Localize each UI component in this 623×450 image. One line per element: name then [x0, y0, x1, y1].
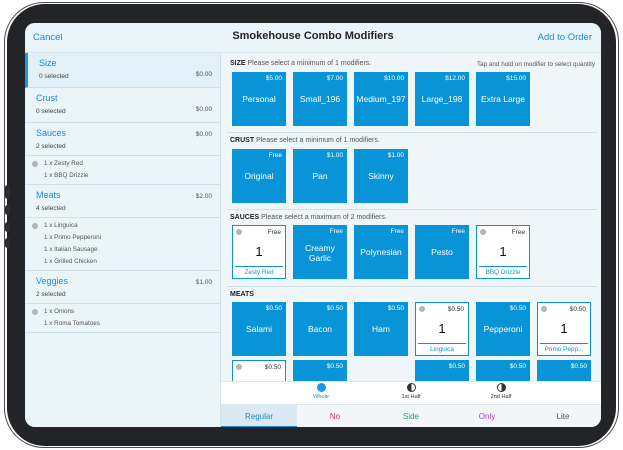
- sidebar-group-meats[interactable]: Meats 4 selected $2.00: [25, 185, 220, 218]
- modifier-tile[interactable]: Free Creamy Garlic: [293, 225, 347, 279]
- add-to-order-button[interactable]: Add to Order: [537, 32, 592, 43]
- portion-dot-icon: [419, 306, 425, 312]
- cancel-button[interactable]: Cancel: [33, 32, 63, 43]
- modifier-tile-selected[interactable]: $0.50 1 Primo Pepp...: [537, 302, 591, 356]
- veggies-selected-list: 1 x Onions 1 x Roma Tomatoes: [25, 304, 220, 333]
- portion-dot-icon: [236, 364, 242, 370]
- modifier-tile[interactable]: $1.00 Skinny: [354, 149, 408, 203]
- modifier-tile-selected[interactable]: Free 1 Zesty Red: [232, 225, 286, 279]
- tab-only[interactable]: Only: [478, 412, 496, 421]
- portion-dot-icon: [32, 161, 38, 167]
- sauces-selected-list: 1 x Zesty Red 1 x BBQ Drizzle: [25, 156, 220, 185]
- list-item[interactable]: 1 x Zesty Red: [25, 158, 220, 170]
- portion-first-half[interactable]: 1st Half: [376, 383, 446, 400]
- modifier-tile-selected[interactable]: $0.50: [232, 360, 286, 381]
- group-selected-count: 0 selected: [39, 73, 69, 80]
- modifier-tile[interactable]: $1.00 Pan: [293, 149, 347, 203]
- group-name: Crust: [36, 93, 58, 103]
- tab-lite[interactable]: Lite: [556, 412, 570, 421]
- list-item[interactable]: 1 x Primo Pepperoni: [44, 234, 102, 241]
- portion-selector: Whole 1st Half 2nd Half: [221, 381, 601, 404]
- modifier-tile[interactable]: $10.00 Medium_197: [354, 72, 408, 126]
- sidebar-group-veggies[interactable]: Veggies 2 selected $1.00: [25, 271, 220, 304]
- sidebar-group-crust[interactable]: Crust 0 selected $0.00: [25, 88, 220, 123]
- modifier-tile[interactable]: $12.00 Large_198: [415, 72, 469, 126]
- modifier-tile[interactable]: $0.50 Bacon: [293, 302, 347, 356]
- page-title: Smokehouse Combo Modifiers: [232, 30, 394, 42]
- modifier-tile[interactable]: $0.50: [415, 360, 469, 381]
- modifier-tile[interactable]: $0.50 Pepperoni: [476, 302, 530, 356]
- side-button: [5, 205, 10, 215]
- sidebar-group-sauces[interactable]: Sauces 2 selected $0.00: [25, 123, 220, 156]
- portion-dot-icon: [32, 223, 38, 229]
- modifier-group-sidebar: Size 0 selected $0.00 Crust 0 selected $…: [25, 53, 221, 427]
- group-selected-count: 4 selected: [36, 205, 66, 212]
- modifier-tile[interactable]: $0.50: [293, 360, 347, 381]
- group-price: $1.00: [195, 279, 212, 286]
- group-selected-count: 2 selected: [36, 291, 66, 298]
- half-circle-left-icon: [406, 383, 416, 392]
- portion-dot-icon: [541, 306, 547, 312]
- portion-dot-icon: [236, 229, 242, 235]
- portion-whole[interactable]: Whole: [286, 383, 356, 400]
- tablet-bezel-edge: [4, 2, 619, 448]
- group-price: $2.00: [195, 193, 212, 200]
- group-price: $0.00: [195, 131, 212, 138]
- divider: [227, 286, 597, 287]
- tab-regular[interactable]: Regular: [221, 405, 297, 427]
- modifier-tile[interactable]: $0.50: [537, 360, 591, 381]
- modifier-type-tabs: Regular No Side Only Lite: [221, 404, 601, 427]
- group-selected-count: 0 selected: [36, 108, 66, 115]
- modifier-tile[interactable]: $5.00 Personal: [232, 72, 286, 126]
- group-name: Size: [39, 58, 57, 68]
- portion-dot-icon: [480, 229, 486, 235]
- modifier-grid: SIZE Please select a minimum of 1 modifi…: [221, 53, 601, 381]
- group-price: $0.00: [195, 71, 212, 78]
- group-name: Veggies: [36, 276, 69, 286]
- list-item[interactable]: 1 x Roma Tomatoes: [44, 320, 100, 327]
- app-screen: Cancel Smokehouse Combo Modifiers Add to…: [25, 23, 601, 427]
- modifier-tile[interactable]: $0.50 Salami: [232, 302, 286, 356]
- modifier-tile[interactable]: Free Pesto: [415, 225, 469, 279]
- list-item[interactable]: 1 x Italian Sausage: [44, 246, 98, 253]
- modifier-tile[interactable]: $15.00 Extra Large: [476, 72, 530, 126]
- divider: [227, 209, 597, 210]
- side-button: [5, 185, 10, 199]
- group-name: Meats: [36, 190, 61, 200]
- list-item[interactable]: 1 x BBQ Drizzle: [44, 172, 89, 179]
- group-selected-count: 2 selected: [36, 143, 66, 150]
- modifier-tile[interactable]: $7.00 Small_196: [293, 72, 347, 126]
- side-button: [5, 222, 10, 232]
- modifier-tile[interactable]: Free Polynesian: [354, 225, 408, 279]
- section-header-size: SIZE Please select a minimum of 1 modifi…: [230, 60, 372, 67]
- list-item[interactable]: 1 x Onions: [25, 306, 220, 318]
- portion-second-half[interactable]: 2nd Half: [466, 383, 536, 400]
- divider: [227, 132, 597, 133]
- sidebar-group-size[interactable]: Size 0 selected $0.00: [25, 53, 220, 88]
- modifier-tile[interactable]: Free Original: [232, 149, 286, 203]
- section-header-crust: CRUST Please select a minimum of 1 modif…: [230, 137, 380, 144]
- list-item[interactable]: 1 x Grilled Chicken: [44, 258, 97, 265]
- list-item[interactable]: 1 x Linguica: [25, 220, 220, 232]
- modifier-tile[interactable]: $0.50 Ham: [354, 302, 408, 356]
- group-name: Sauces: [36, 128, 67, 138]
- modifier-tile-selected[interactable]: Free 1 BBQ Drizzle: [476, 225, 530, 279]
- half-circle-right-icon: [496, 383, 506, 392]
- group-price: $0.00: [195, 106, 212, 113]
- modifier-tile-selected[interactable]: $0.50 1 Linguica: [415, 302, 469, 356]
- quantity-hint: Tap and hold on modifier to select quant…: [477, 61, 595, 68]
- section-header-sauces: SAUCES Please select a maximum of 2 modi…: [230, 214, 387, 221]
- section-header-meats: MEATS: [230, 291, 254, 298]
- tab-no[interactable]: No: [329, 412, 341, 421]
- modifier-tile[interactable]: $0.50: [476, 360, 530, 381]
- top-bar: Cancel Smokehouse Combo Modifiers Add to…: [25, 23, 601, 53]
- side-button: [5, 238, 10, 248]
- tab-side[interactable]: Side: [402, 412, 419, 421]
- portion-dot-icon: [32, 309, 38, 315]
- whole-circle-icon: [316, 383, 326, 392]
- meats-selected-list: 1 x Linguica 1 x Primo Pepperoni 1 x Ita…: [25, 218, 220, 271]
